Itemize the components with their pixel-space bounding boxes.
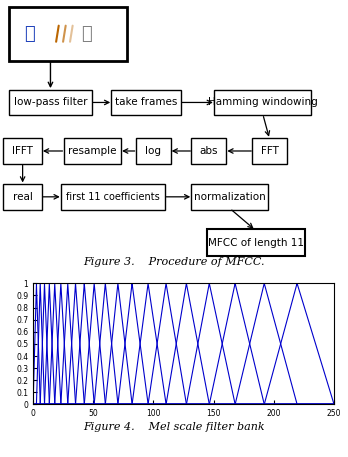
FancyBboxPatch shape [9, 90, 92, 115]
FancyBboxPatch shape [9, 7, 127, 61]
Text: log: log [145, 146, 161, 156]
Text: low-pass filter: low-pass filter [14, 97, 87, 107]
Text: first 11 coefficients: first 11 coefficients [66, 192, 160, 202]
Text: normalization: normalization [194, 192, 266, 202]
FancyBboxPatch shape [3, 184, 42, 210]
Text: resample: resample [68, 146, 117, 156]
FancyBboxPatch shape [252, 138, 287, 164]
Text: Figure 4.    Mel scale filter bank: Figure 4. Mel scale filter bank [83, 422, 265, 432]
FancyBboxPatch shape [214, 90, 311, 115]
FancyBboxPatch shape [191, 184, 268, 210]
Text: 🖨: 🖨 [82, 25, 92, 43]
FancyBboxPatch shape [207, 229, 304, 256]
Text: abs: abs [199, 146, 218, 156]
FancyBboxPatch shape [3, 138, 42, 164]
Text: MFCC of length 11: MFCC of length 11 [208, 238, 304, 248]
FancyBboxPatch shape [191, 138, 226, 164]
FancyBboxPatch shape [111, 90, 181, 115]
FancyBboxPatch shape [61, 184, 165, 210]
Text: IFFT: IFFT [12, 146, 33, 156]
Text: real: real [13, 192, 33, 202]
Text: FFT: FFT [261, 146, 279, 156]
Text: 👤: 👤 [24, 25, 35, 43]
FancyBboxPatch shape [136, 138, 171, 164]
FancyBboxPatch shape [63, 138, 121, 164]
Text: Hamming windowing: Hamming windowing [208, 97, 318, 107]
Text: Figure 3.    Procedure of MFCC.: Figure 3. Procedure of MFCC. [83, 257, 265, 267]
Text: take frames: take frames [115, 97, 177, 107]
